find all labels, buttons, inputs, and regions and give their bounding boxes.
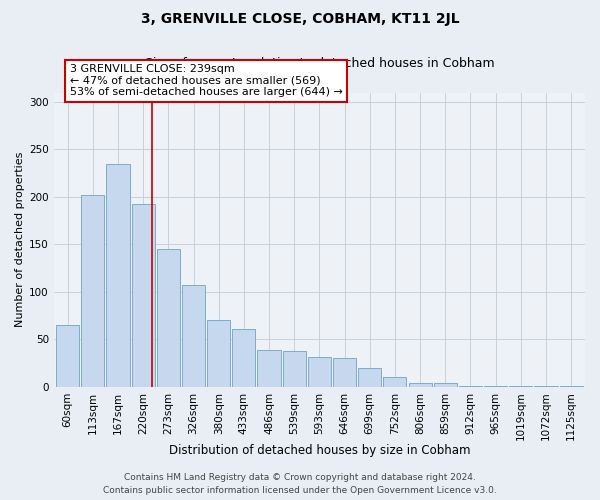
Title: Size of property relative to detached houses in Cobham: Size of property relative to detached ho… — [145, 58, 494, 70]
Bar — [106, 164, 130, 386]
Bar — [56, 325, 79, 386]
Bar — [131, 204, 155, 386]
Bar — [257, 350, 281, 387]
Text: 3 GRENVILLE CLOSE: 239sqm
← 47% of detached houses are smaller (569)
53% of semi: 3 GRENVILLE CLOSE: 239sqm ← 47% of detac… — [70, 64, 343, 97]
Bar — [383, 377, 406, 386]
Bar — [333, 358, 356, 386]
Bar — [207, 320, 230, 386]
Bar — [283, 350, 306, 386]
Text: Contains HM Land Registry data © Crown copyright and database right 2024.
Contai: Contains HM Land Registry data © Crown c… — [103, 474, 497, 495]
Bar — [157, 249, 180, 386]
Bar — [81, 195, 104, 386]
Bar — [409, 383, 431, 386]
X-axis label: Distribution of detached houses by size in Cobham: Distribution of detached houses by size … — [169, 444, 470, 458]
Text: 3, GRENVILLE CLOSE, COBHAM, KT11 2JL: 3, GRENVILLE CLOSE, COBHAM, KT11 2JL — [140, 12, 460, 26]
Y-axis label: Number of detached properties: Number of detached properties — [15, 152, 25, 328]
Bar — [182, 285, 205, 386]
Bar — [232, 329, 256, 386]
Bar — [358, 368, 382, 386]
Bar — [434, 383, 457, 386]
Bar — [308, 358, 331, 386]
